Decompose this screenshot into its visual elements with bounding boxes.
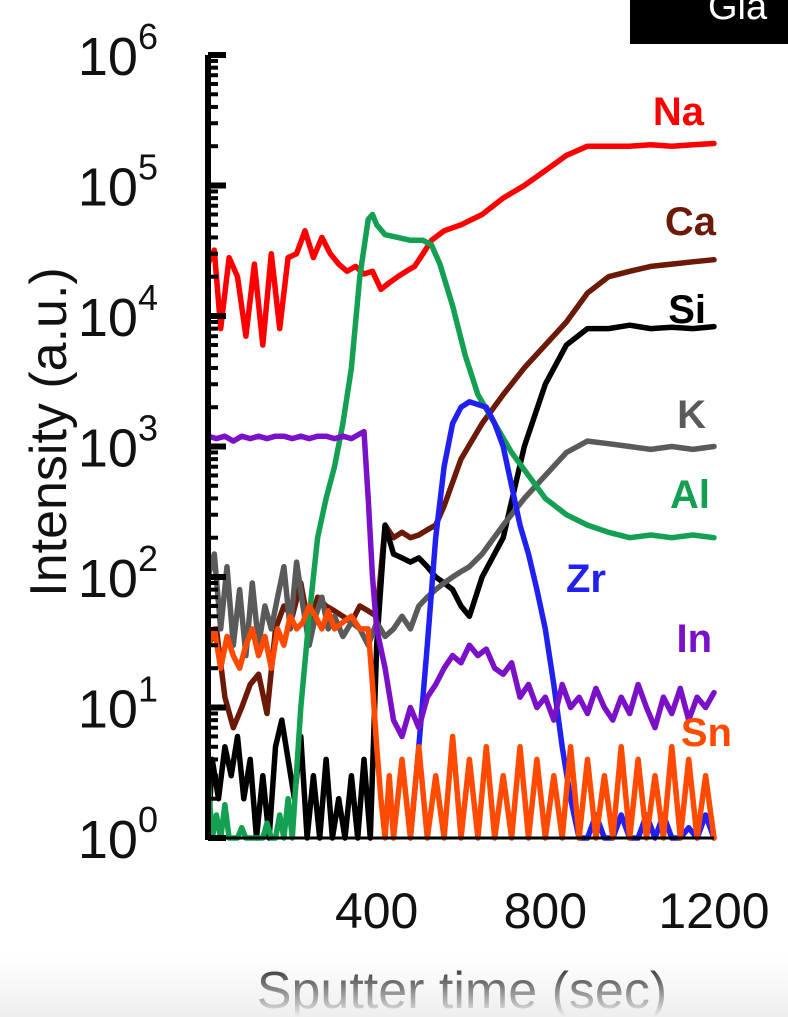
series-label-al: Al (670, 473, 710, 517)
y-tick-label: 106 (78, 16, 158, 87)
series-label-k: K (677, 393, 706, 437)
series-line-na (208, 140, 717, 348)
axes-layer (205, 52, 714, 841)
y-tick-label: 103 (78, 408, 158, 479)
series-label-si: Si (668, 288, 706, 332)
x-axis-label: Sputter time (sec) (257, 962, 667, 1017)
series-line-al (208, 211, 717, 841)
y-tick-label: 101 (78, 669, 158, 740)
corner-tag: Gla (630, 0, 788, 44)
series-label-na: Na (653, 90, 705, 134)
corner-tag-text: Gla (708, 0, 768, 28)
series-label-sn: Sn (681, 711, 732, 755)
y-axis-label: Intensity (a.u.) (20, 267, 78, 596)
series-label-zr: Zr (566, 557, 606, 601)
y-tick-label: 100 (78, 799, 158, 870)
y-tick-label: 102 (78, 538, 158, 609)
series-line-in (208, 428, 717, 740)
series-line-k (208, 438, 717, 659)
series-label-in: In (676, 617, 712, 661)
x-tick-label: 800 (504, 883, 587, 939)
series-label-layer: Na Ca Si K Al Zr In Sn (566, 90, 732, 755)
x-tick-label: 400 (335, 883, 418, 939)
series-line-si (208, 322, 717, 841)
tick-label-layer: 100 101 102 103 104 105 106 400 800 1200 (78, 16, 770, 939)
x-tick-label: 1200 (658, 883, 769, 939)
y-tick-label: 105 (78, 147, 158, 218)
series-label-ca: Ca (665, 200, 717, 244)
series-layer (208, 140, 717, 841)
y-tick-label: 104 (78, 277, 158, 348)
